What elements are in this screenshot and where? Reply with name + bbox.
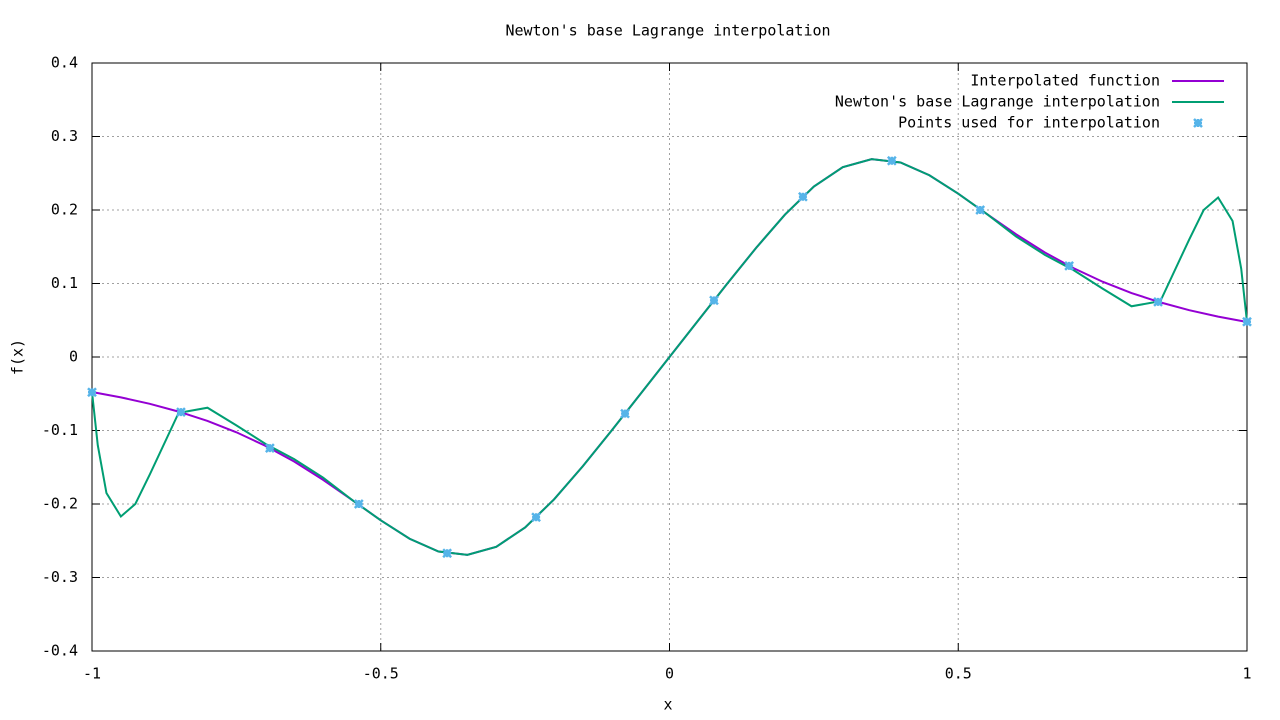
- y-tick-label: -0.2: [42, 495, 78, 513]
- point-marker: [531, 512, 541, 523]
- point-marker: [1242, 316, 1252, 327]
- y-tick-label: -0.3: [42, 568, 78, 586]
- x-axis-label: x: [663, 696, 672, 714]
- x-tick-label: -0.5: [363, 665, 399, 683]
- y-tick-label: 0.4: [51, 54, 78, 72]
- legend-label: Points used for interpolation: [898, 114, 1160, 132]
- chart-title: Newton's base Lagrange interpolation: [505, 22, 830, 40]
- x-tick-label: 0: [665, 665, 674, 683]
- y-tick-label: 0.1: [51, 274, 78, 292]
- series-line: [91, 158, 1248, 556]
- y-axis-label: f(x): [9, 339, 27, 375]
- point-marker: [886, 155, 897, 166]
- point-marker: [975, 205, 986, 215]
- y-tick-label: 0.2: [51, 201, 78, 219]
- y-tick-label: 0.3: [51, 127, 78, 145]
- point-marker: [353, 499, 364, 509]
- point-marker: [1153, 296, 1163, 307]
- x-tick-label: 1: [1242, 665, 1251, 683]
- x-tick-label: 0.5: [945, 665, 972, 683]
- y-tick-label: -0.1: [42, 421, 78, 439]
- point-marker: [620, 408, 630, 419]
- point-marker: [442, 548, 453, 559]
- y-tick-label: 0: [69, 348, 78, 366]
- x-tick-label: -1: [83, 665, 101, 683]
- plot-frame: [91, 62, 1248, 652]
- point-marker: [709, 295, 719, 306]
- point-marker: [798, 191, 808, 202]
- point-marker: [1064, 260, 1075, 271]
- point-marker: [264, 443, 275, 454]
- legend-label: Interpolated function: [970, 72, 1160, 90]
- y-tick-label: -0.4: [42, 642, 78, 660]
- point-marker: [87, 387, 97, 398]
- point-marker: [176, 407, 186, 418]
- point-marker: [1193, 118, 1203, 128]
- legend-label: Newton's base Lagrange interpolation: [835, 93, 1160, 111]
